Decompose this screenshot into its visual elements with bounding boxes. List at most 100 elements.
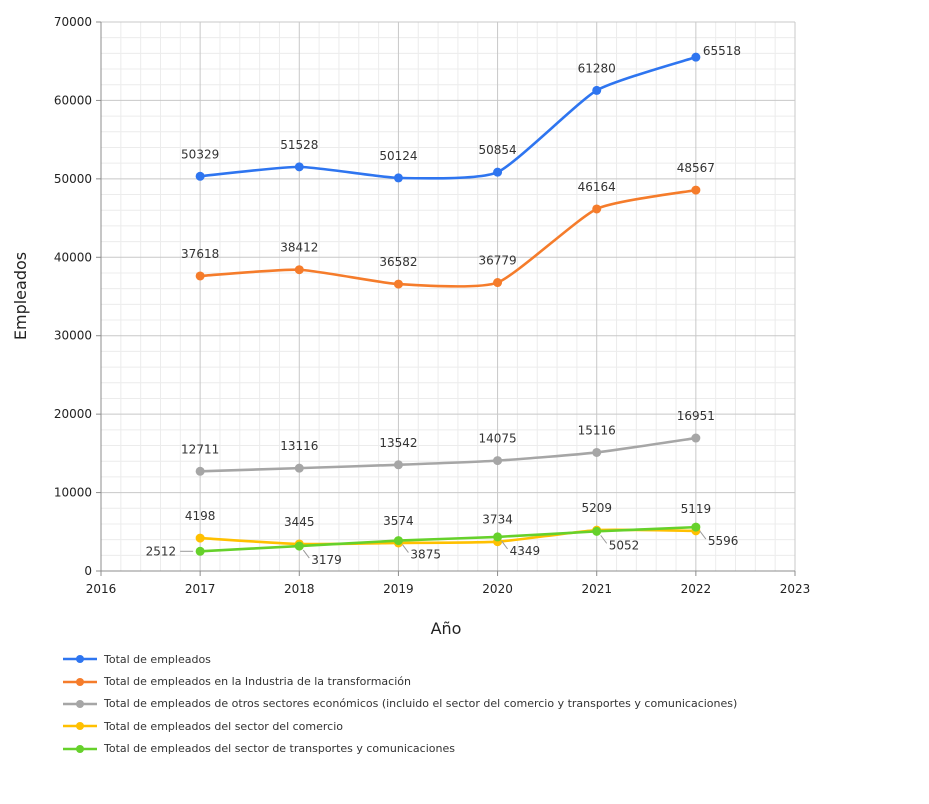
data-label: 61280 bbox=[578, 61, 616, 75]
legend-swatch-2 bbox=[63, 677, 97, 686]
legend-swatch-4 bbox=[63, 722, 97, 731]
data-label: 38412 bbox=[280, 241, 318, 255]
data-point-1 bbox=[691, 52, 701, 62]
y-tick-label: 70000 bbox=[54, 15, 92, 29]
data-label: 2512 bbox=[146, 544, 177, 558]
data-point-5 bbox=[393, 536, 403, 546]
legend-item-5: Total de empleados del sector de transpo… bbox=[62, 738, 737, 760]
legend-swatch-marker bbox=[76, 655, 84, 664]
series-line-5 bbox=[200, 525, 696, 553]
y-tick-label: 30000 bbox=[54, 329, 92, 343]
data-label: 3574 bbox=[383, 514, 414, 528]
y-tick-label: 50000 bbox=[54, 172, 92, 186]
y-axis-title: Empleados bbox=[11, 252, 30, 340]
data-label: 46164 bbox=[578, 180, 616, 194]
data-point-2 bbox=[195, 271, 205, 281]
data-point-1 bbox=[195, 171, 205, 181]
data-point-2 bbox=[592, 204, 602, 214]
data-label: 3734 bbox=[482, 513, 513, 527]
x-tick-label: 2017 bbox=[185, 582, 216, 596]
y-tick-label: 40000 bbox=[54, 250, 92, 264]
data-label: 12711 bbox=[181, 442, 219, 456]
x-axis-title: Año bbox=[431, 619, 462, 638]
data-point-5 bbox=[294, 541, 304, 551]
data-label: 51528 bbox=[280, 138, 318, 152]
data-point-3 bbox=[294, 463, 304, 473]
label-leader-line bbox=[302, 549, 310, 559]
data-label: 50329 bbox=[181, 147, 219, 161]
legend-swatch-1 bbox=[63, 655, 97, 664]
series-line-3 bbox=[200, 436, 697, 473]
data-point-4 bbox=[195, 533, 205, 543]
label-leader-line bbox=[699, 530, 707, 540]
line-chart: 2016 2017 2018 2019 2020 2021 2022 2023 0 10000 20… bbox=[11, 15, 810, 638]
y-tick-label: 20000 bbox=[54, 407, 92, 421]
data-point-3 bbox=[592, 447, 602, 457]
x-tick-label: 2016 bbox=[86, 582, 117, 596]
data-label: 3875 bbox=[410, 548, 441, 562]
x-tick-label: 2021 bbox=[581, 582, 612, 596]
gridlines bbox=[100, 21, 796, 572]
data-label: 48567 bbox=[677, 161, 715, 175]
data-label: 5052 bbox=[609, 538, 640, 552]
data-label: 65518 bbox=[703, 44, 741, 58]
data-point-2 bbox=[294, 265, 304, 275]
series-line-1 bbox=[200, 55, 697, 180]
data-point-1 bbox=[493, 167, 503, 177]
legend-swatch-marker bbox=[76, 677, 84, 686]
y-tick-label: 60000 bbox=[54, 93, 92, 107]
data-label: 3445 bbox=[284, 515, 315, 529]
chart-legend: Total de empleados Total de empleados en … bbox=[62, 648, 737, 760]
legend-item-2: Total de empleados en la Industria de la… bbox=[62, 670, 737, 692]
data-point-5 bbox=[493, 532, 503, 542]
x-tick-label: 2019 bbox=[383, 582, 414, 596]
legend-label: Total de empleados bbox=[104, 652, 211, 666]
x-tick-label: 2022 bbox=[681, 582, 712, 596]
data-label: 37618 bbox=[181, 247, 219, 261]
legend-label: Total de empleados en la Industria de la… bbox=[104, 675, 411, 689]
data-point-2 bbox=[493, 278, 503, 288]
data-point-3 bbox=[691, 433, 701, 443]
legend-swatch-marker bbox=[76, 722, 84, 731]
series-line-2 bbox=[200, 188, 697, 288]
legend-label: Total de empleados del sector de transpo… bbox=[104, 742, 455, 756]
data-label: 13116 bbox=[280, 439, 318, 453]
data-label: 3179 bbox=[311, 553, 342, 567]
y-tick-label: 10000 bbox=[54, 486, 92, 500]
series-lines bbox=[195, 52, 701, 556]
data-point-5 bbox=[195, 546, 205, 556]
data-point-1 bbox=[592, 85, 602, 95]
legend-item-1: Total de empleados bbox=[62, 648, 737, 670]
x-tick-label: 2023 bbox=[780, 582, 811, 596]
data-point-1 bbox=[393, 173, 403, 183]
data-point-1 bbox=[294, 162, 304, 172]
data-label: 5596 bbox=[708, 534, 739, 548]
data-label: 50124 bbox=[379, 149, 417, 163]
axes: 2016 2017 2018 2019 2020 2021 2022 2023 0 10000 20… bbox=[54, 15, 810, 596]
label-leader-line bbox=[402, 544, 409, 553]
legend-swatch-marker bbox=[76, 744, 84, 753]
legend-swatch-3 bbox=[63, 699, 97, 708]
data-label: 15116 bbox=[578, 423, 616, 437]
label-leader-line bbox=[600, 535, 608, 544]
data-label: 4198 bbox=[185, 509, 216, 523]
data-label: 13542 bbox=[379, 436, 417, 450]
legend-item-3: Total de empleados de otros sectores eco… bbox=[62, 693, 737, 715]
legend-label: Total de empleados del sector del comerc… bbox=[104, 719, 343, 733]
data-point-3 bbox=[393, 460, 403, 470]
data-label: 5209 bbox=[581, 501, 612, 515]
legend-label: Total de empleados de otros sectores eco… bbox=[104, 697, 738, 711]
x-tick-label: 2018 bbox=[284, 582, 315, 596]
data-point-5 bbox=[691, 522, 701, 532]
data-labels: 50329 51528 50124 50854 61280 65518 37618 38412… bbox=[146, 44, 741, 567]
legend-swatch-marker bbox=[76, 699, 84, 708]
data-point-5 bbox=[592, 526, 602, 536]
data-point-3 bbox=[493, 456, 503, 466]
data-label: 4349 bbox=[510, 544, 541, 558]
data-point-3 bbox=[195, 466, 205, 476]
y-tick-label: 0 bbox=[84, 564, 92, 578]
data-label: 16951 bbox=[677, 409, 715, 423]
label-leader-line bbox=[501, 540, 508, 550]
data-point-2 bbox=[393, 279, 403, 289]
data-label: 50854 bbox=[478, 143, 516, 157]
